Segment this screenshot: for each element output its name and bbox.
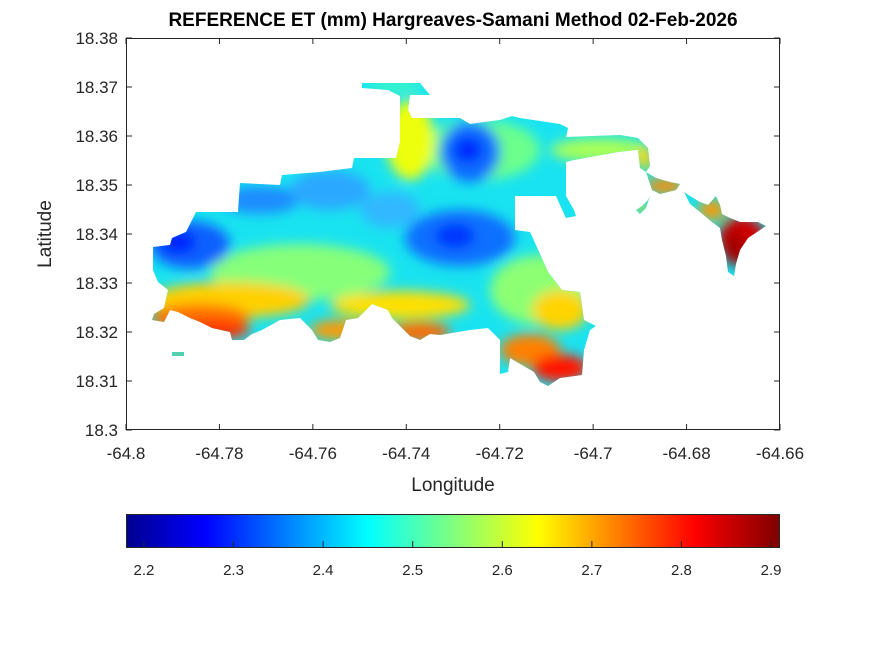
colorbar-tick-label: 2.9	[761, 562, 782, 579]
colorbar	[126, 514, 780, 548]
x-tick-label: -64.72	[476, 444, 524, 463]
contour-central-north-dark	[454, 138, 482, 162]
colorbar-tick-label: 2.4	[313, 562, 334, 579]
x-tick-label: -64.74	[382, 444, 430, 463]
contour-se-yellow	[532, 290, 588, 330]
chart-title: REFERENCE ET (mm) Hargreaves-Samani Meth…	[168, 10, 737, 31]
contour-se-red	[532, 354, 588, 382]
contour-nw-blue	[220, 186, 300, 214]
contour-center-blue	[360, 192, 420, 228]
x-tick-label: -64.66	[756, 444, 804, 463]
x-tick-label: -64.76	[289, 444, 337, 463]
contour-south-yellow-2	[330, 291, 470, 319]
y-tick-label: 18.32	[75, 323, 118, 342]
colorbar-tick-label: 2.5	[402, 562, 423, 579]
x-axis: -64.8 -64.78 -64.76 -64.74 -64.72 -64.7 -64.68…	[107, 38, 804, 463]
y-tick-label: 18.35	[75, 176, 118, 195]
contour-islet-orange	[172, 350, 184, 358]
colorbar-tick-label: 2.2	[133, 562, 154, 579]
y-tick-label: 18.31	[75, 372, 118, 391]
y-tick-label: 18.34	[75, 225, 118, 244]
y-tick-label: 18.37	[75, 78, 118, 97]
y-tick-label: 18.38	[75, 29, 118, 48]
contour-north-blue	[290, 170, 370, 210]
y-axis-label: Latitude	[35, 200, 56, 268]
x-axis-label: Longitude	[411, 475, 494, 496]
y-axis: 18.3 18.31 18.32 18.33 18.34 18.35 18.36 18.37 1…	[75, 29, 780, 440]
colorbar-tick-label: 2.7	[581, 562, 602, 579]
contour-central-dark	[435, 224, 475, 248]
contour-east-orange	[698, 200, 726, 220]
colorbar-tick-label: 2.8	[671, 562, 692, 579]
colorbar-tick-label: 2.6	[492, 562, 513, 579]
x-tick-label: -64.7	[574, 444, 613, 463]
x-tick-label: -64.8	[107, 444, 146, 463]
contour-peninsula-top	[365, 83, 425, 90]
y-tick-label: 18.33	[75, 274, 118, 293]
colorbar-tick-label: 2.3	[223, 562, 244, 579]
colorbar-ticks: 2.2 2.3 2.4 2.5 2.6 2.7 2.8 2.9	[133, 541, 781, 579]
x-tick-label: -64.68	[662, 444, 710, 463]
y-tick-label: 18.36	[75, 127, 118, 146]
x-tick-label: -64.78	[195, 444, 243, 463]
y-tick-label: 18.3	[85, 421, 118, 440]
